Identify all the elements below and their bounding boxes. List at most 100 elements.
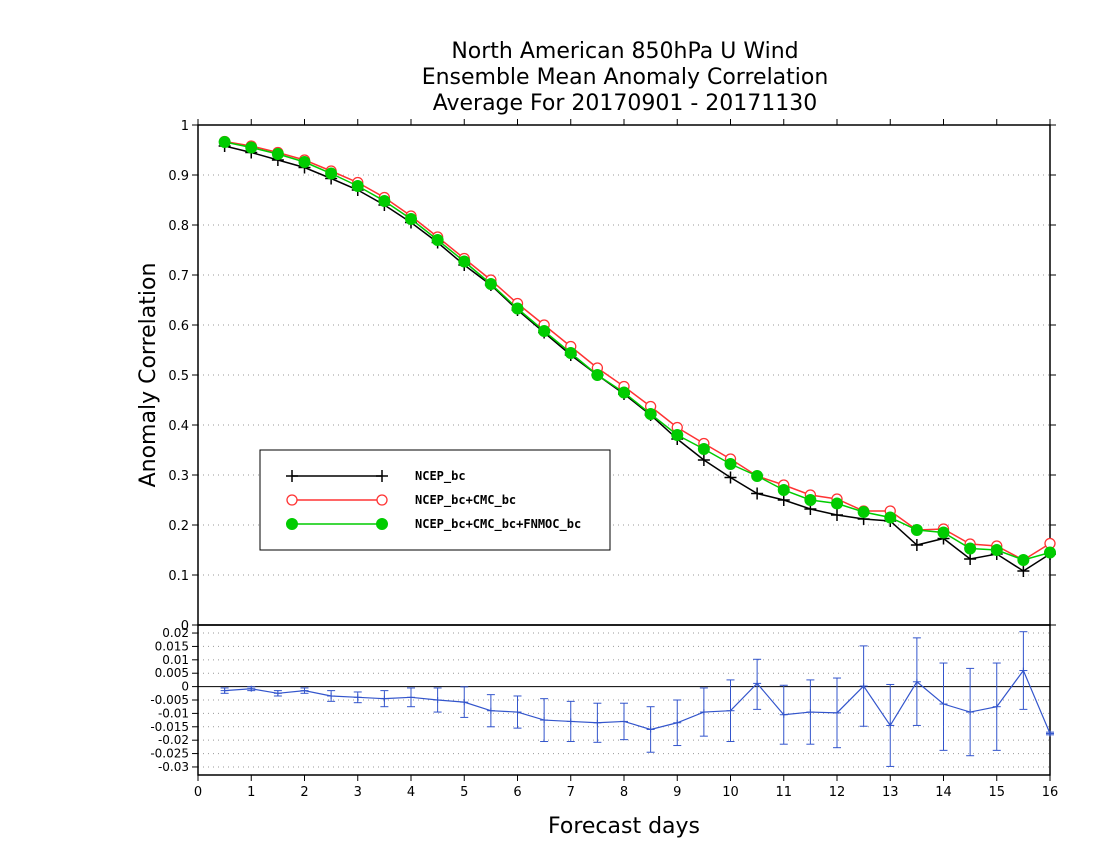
difference-point bbox=[460, 699, 469, 706]
difference-point bbox=[247, 685, 256, 692]
data-point bbox=[751, 487, 764, 500]
bottom-y-tick-label: -0.01 bbox=[158, 706, 189, 720]
y-axis-label: Anomaly Correlation bbox=[136, 263, 161, 488]
difference-point bbox=[859, 683, 868, 690]
difference-point bbox=[593, 719, 602, 726]
data-point bbox=[511, 302, 524, 315]
data-point bbox=[937, 526, 950, 539]
difference-point bbox=[912, 678, 921, 685]
x-tick-label: 5 bbox=[460, 785, 468, 800]
difference-line bbox=[224, 669, 1051, 734]
top-y-tick-label: 0.9 bbox=[168, 169, 189, 184]
data-point bbox=[1017, 565, 1030, 577]
difference-point bbox=[886, 722, 895, 729]
bottom-y-tick-label: -0.005 bbox=[150, 693, 189, 707]
data-point bbox=[697, 443, 710, 455]
difference-point bbox=[620, 718, 628, 725]
difference-point bbox=[806, 709, 815, 716]
legend-item: NCEP_bc bbox=[286, 469, 466, 484]
legend-marker bbox=[376, 494, 388, 506]
difference-point bbox=[380, 695, 389, 702]
difference-point bbox=[992, 703, 1001, 710]
x-tick-label: 4 bbox=[407, 785, 415, 800]
data-point bbox=[218, 136, 231, 148]
difference-point bbox=[966, 709, 975, 716]
difference-point bbox=[673, 719, 682, 726]
top-y-tick-label: 0.1 bbox=[168, 569, 189, 584]
bottom-y-tick-label: -0.025 bbox=[150, 747, 189, 761]
x-tick-label: 13 bbox=[882, 785, 899, 800]
data-point bbox=[271, 148, 284, 160]
data-point bbox=[804, 494, 817, 506]
top-y-tick-label: 0.7 bbox=[168, 269, 189, 284]
top-y-tick-label: 0 bbox=[181, 619, 189, 634]
data-point bbox=[591, 369, 604, 381]
data-point bbox=[724, 471, 737, 484]
top-y-tick-label: 0.2 bbox=[168, 519, 189, 534]
data-point bbox=[351, 180, 364, 192]
legend-marker bbox=[286, 494, 298, 506]
data-point bbox=[964, 553, 977, 565]
x-tick-label: 11 bbox=[775, 785, 792, 800]
chart-title-line: Average For 20170901 - 20171130 bbox=[433, 91, 818, 116]
x-tick-label: 12 bbox=[829, 785, 846, 800]
difference-series bbox=[220, 631, 1054, 767]
x-tick-label: 3 bbox=[354, 785, 362, 800]
top-y-tick-label: 0.5 bbox=[168, 369, 189, 384]
data-point bbox=[697, 454, 710, 466]
difference-point bbox=[433, 697, 442, 703]
data-point bbox=[724, 458, 737, 470]
bottom-y-tick-label: 0.02 bbox=[162, 626, 189, 640]
data-point bbox=[910, 539, 923, 551]
difference-point bbox=[779, 711, 788, 718]
data-point bbox=[564, 347, 577, 359]
x-tick-label: 14 bbox=[935, 785, 952, 800]
difference-point bbox=[726, 707, 735, 714]
bottom-y-tick-label: 0.01 bbox=[162, 653, 189, 667]
data-point bbox=[431, 234, 444, 246]
data-point bbox=[990, 544, 1003, 556]
data-point bbox=[1017, 554, 1030, 566]
legend-label: NCEP_bc+CMC_bc+FNMOC_bc bbox=[415, 517, 581, 532]
chart-title-line: North American 850hPa U Wind bbox=[451, 39, 798, 64]
data-point bbox=[245, 141, 258, 154]
x-tick-label: 15 bbox=[988, 785, 1005, 800]
bottom-y-tick-label: -0.015 bbox=[150, 720, 189, 734]
difference-point bbox=[566, 718, 575, 725]
data-point bbox=[831, 497, 843, 510]
x-tick-label: 1 bbox=[247, 785, 255, 800]
data-point bbox=[484, 278, 497, 290]
x-tick-label: 7 bbox=[567, 785, 575, 800]
legend-label: NCEP_bc bbox=[415, 469, 466, 484]
data-point bbox=[298, 156, 311, 168]
x-tick-label: 16 bbox=[1042, 785, 1059, 800]
data-point bbox=[405, 213, 417, 225]
difference-point bbox=[1019, 667, 1028, 674]
x-tick-label: 6 bbox=[513, 785, 521, 800]
x-tick-label: 9 bbox=[673, 785, 681, 800]
top-y-tick-label: 1 bbox=[181, 119, 189, 134]
difference-point bbox=[327, 692, 336, 699]
difference-point bbox=[939, 701, 948, 708]
legend: NCEP_bc NCEP_bc+CMC_bc NCEP_bc+CMC_bc+FNMO… bbox=[259, 449, 611, 551]
x-tick-label: 0 bbox=[194, 785, 202, 800]
data-point bbox=[618, 386, 630, 399]
data-point bbox=[644, 408, 657, 420]
difference-point bbox=[353, 694, 362, 701]
data-point bbox=[964, 542, 977, 555]
legend-marker bbox=[286, 518, 298, 530]
bottom-y-tick-label: 0 bbox=[181, 680, 189, 694]
x-tick-label: 8 bbox=[620, 785, 628, 800]
difference-point bbox=[753, 680, 762, 687]
bottom-y-tick-label: 0.005 bbox=[155, 666, 189, 680]
x-tick-label: 10 bbox=[722, 785, 739, 800]
difference-point bbox=[1046, 730, 1054, 737]
bottom-y-tick-label: 0.015 bbox=[155, 639, 189, 653]
top-y-tick-label: 0.4 bbox=[168, 419, 189, 434]
series-line bbox=[224, 145, 1051, 572]
difference-point bbox=[220, 687, 229, 694]
data-point bbox=[751, 470, 764, 482]
data-point bbox=[831, 509, 843, 521]
data-point bbox=[378, 195, 391, 207]
data-point bbox=[458, 255, 471, 268]
